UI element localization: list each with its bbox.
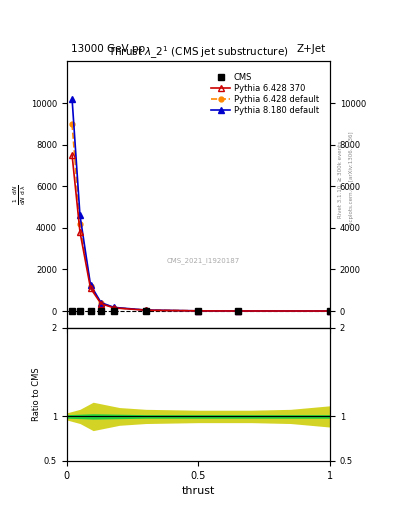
Pythia 6.428 370: [236, 308, 241, 314]
Pythia 6.428 370: [143, 307, 148, 313]
Pythia 6.428 370: [196, 308, 201, 314]
Pythia 8.180 default: [143, 307, 148, 313]
Pythia 6.428 default: [78, 221, 83, 227]
Y-axis label: $\frac{1}{\mathrm{d}N}\,\frac{\mathrm{d}N}{\mathrm{d}\,\mathrm{\lambda}}$: $\frac{1}{\mathrm{d}N}\,\frac{\mathrm{d}…: [12, 184, 28, 205]
Title: Thrust $\lambda\_2^1$ (CMS jet substructure): Thrust $\lambda\_2^1$ (CMS jet substruct…: [108, 44, 289, 61]
Pythia 6.428 370: [70, 152, 74, 158]
Pythia 6.428 370: [328, 308, 332, 314]
CMS: [328, 308, 332, 314]
Pythia 6.428 370: [78, 229, 83, 235]
Text: CMS_2021_I1920187: CMS_2021_I1920187: [167, 258, 241, 265]
CMS: [112, 308, 117, 314]
Pythia 6.428 default: [143, 307, 148, 313]
Legend: CMS, Pythia 6.428 370, Pythia 6.428 default, Pythia 8.180 default: CMS, Pythia 6.428 370, Pythia 6.428 defa…: [210, 71, 321, 117]
Line: CMS: CMS: [69, 308, 333, 314]
CMS: [236, 308, 241, 314]
Line: Pythia 6.428 default: Pythia 6.428 default: [70, 121, 332, 313]
CMS: [78, 308, 83, 314]
Pythia 6.428 370: [112, 305, 117, 311]
Pythia 6.428 370: [88, 285, 93, 291]
CMS: [99, 308, 103, 314]
CMS: [88, 308, 93, 314]
Pythia 6.428 default: [70, 121, 74, 127]
Pythia 6.428 370: [99, 301, 103, 307]
Pythia 8.180 default: [99, 300, 103, 306]
Pythia 8.180 default: [88, 282, 93, 288]
Pythia 8.180 default: [328, 308, 332, 314]
Pythia 6.428 default: [112, 305, 117, 311]
Line: Pythia 8.180 default: Pythia 8.180 default: [69, 95, 334, 314]
Y-axis label: Ratio to CMS: Ratio to CMS: [32, 368, 41, 421]
Pythia 8.180 default: [196, 308, 201, 314]
CMS: [196, 308, 201, 314]
Pythia 6.428 default: [328, 308, 332, 314]
Text: 13000 GeV pp: 13000 GeV pp: [71, 44, 145, 54]
CMS: [70, 308, 74, 314]
Pythia 8.180 default: [236, 308, 241, 314]
Pythia 8.180 default: [112, 304, 117, 310]
Pythia 6.428 default: [99, 300, 103, 306]
Pythia 6.428 default: [196, 308, 201, 314]
Pythia 8.180 default: [78, 212, 83, 219]
Pythia 6.428 default: [88, 283, 93, 289]
Text: Z+Jet: Z+Jet: [297, 44, 326, 54]
X-axis label: thrust: thrust: [182, 486, 215, 496]
Line: Pythia 6.428 370: Pythia 6.428 370: [69, 152, 334, 314]
Pythia 6.428 default: [236, 308, 241, 314]
Text: mcplots.cern.ch [arXiv:1306.3436]: mcplots.cern.ch [arXiv:1306.3436]: [349, 132, 354, 227]
Pythia 8.180 default: [70, 96, 74, 102]
CMS: [143, 308, 148, 314]
Text: Rivet 3.1.10, ≥ 300k events: Rivet 3.1.10, ≥ 300k events: [338, 141, 342, 218]
